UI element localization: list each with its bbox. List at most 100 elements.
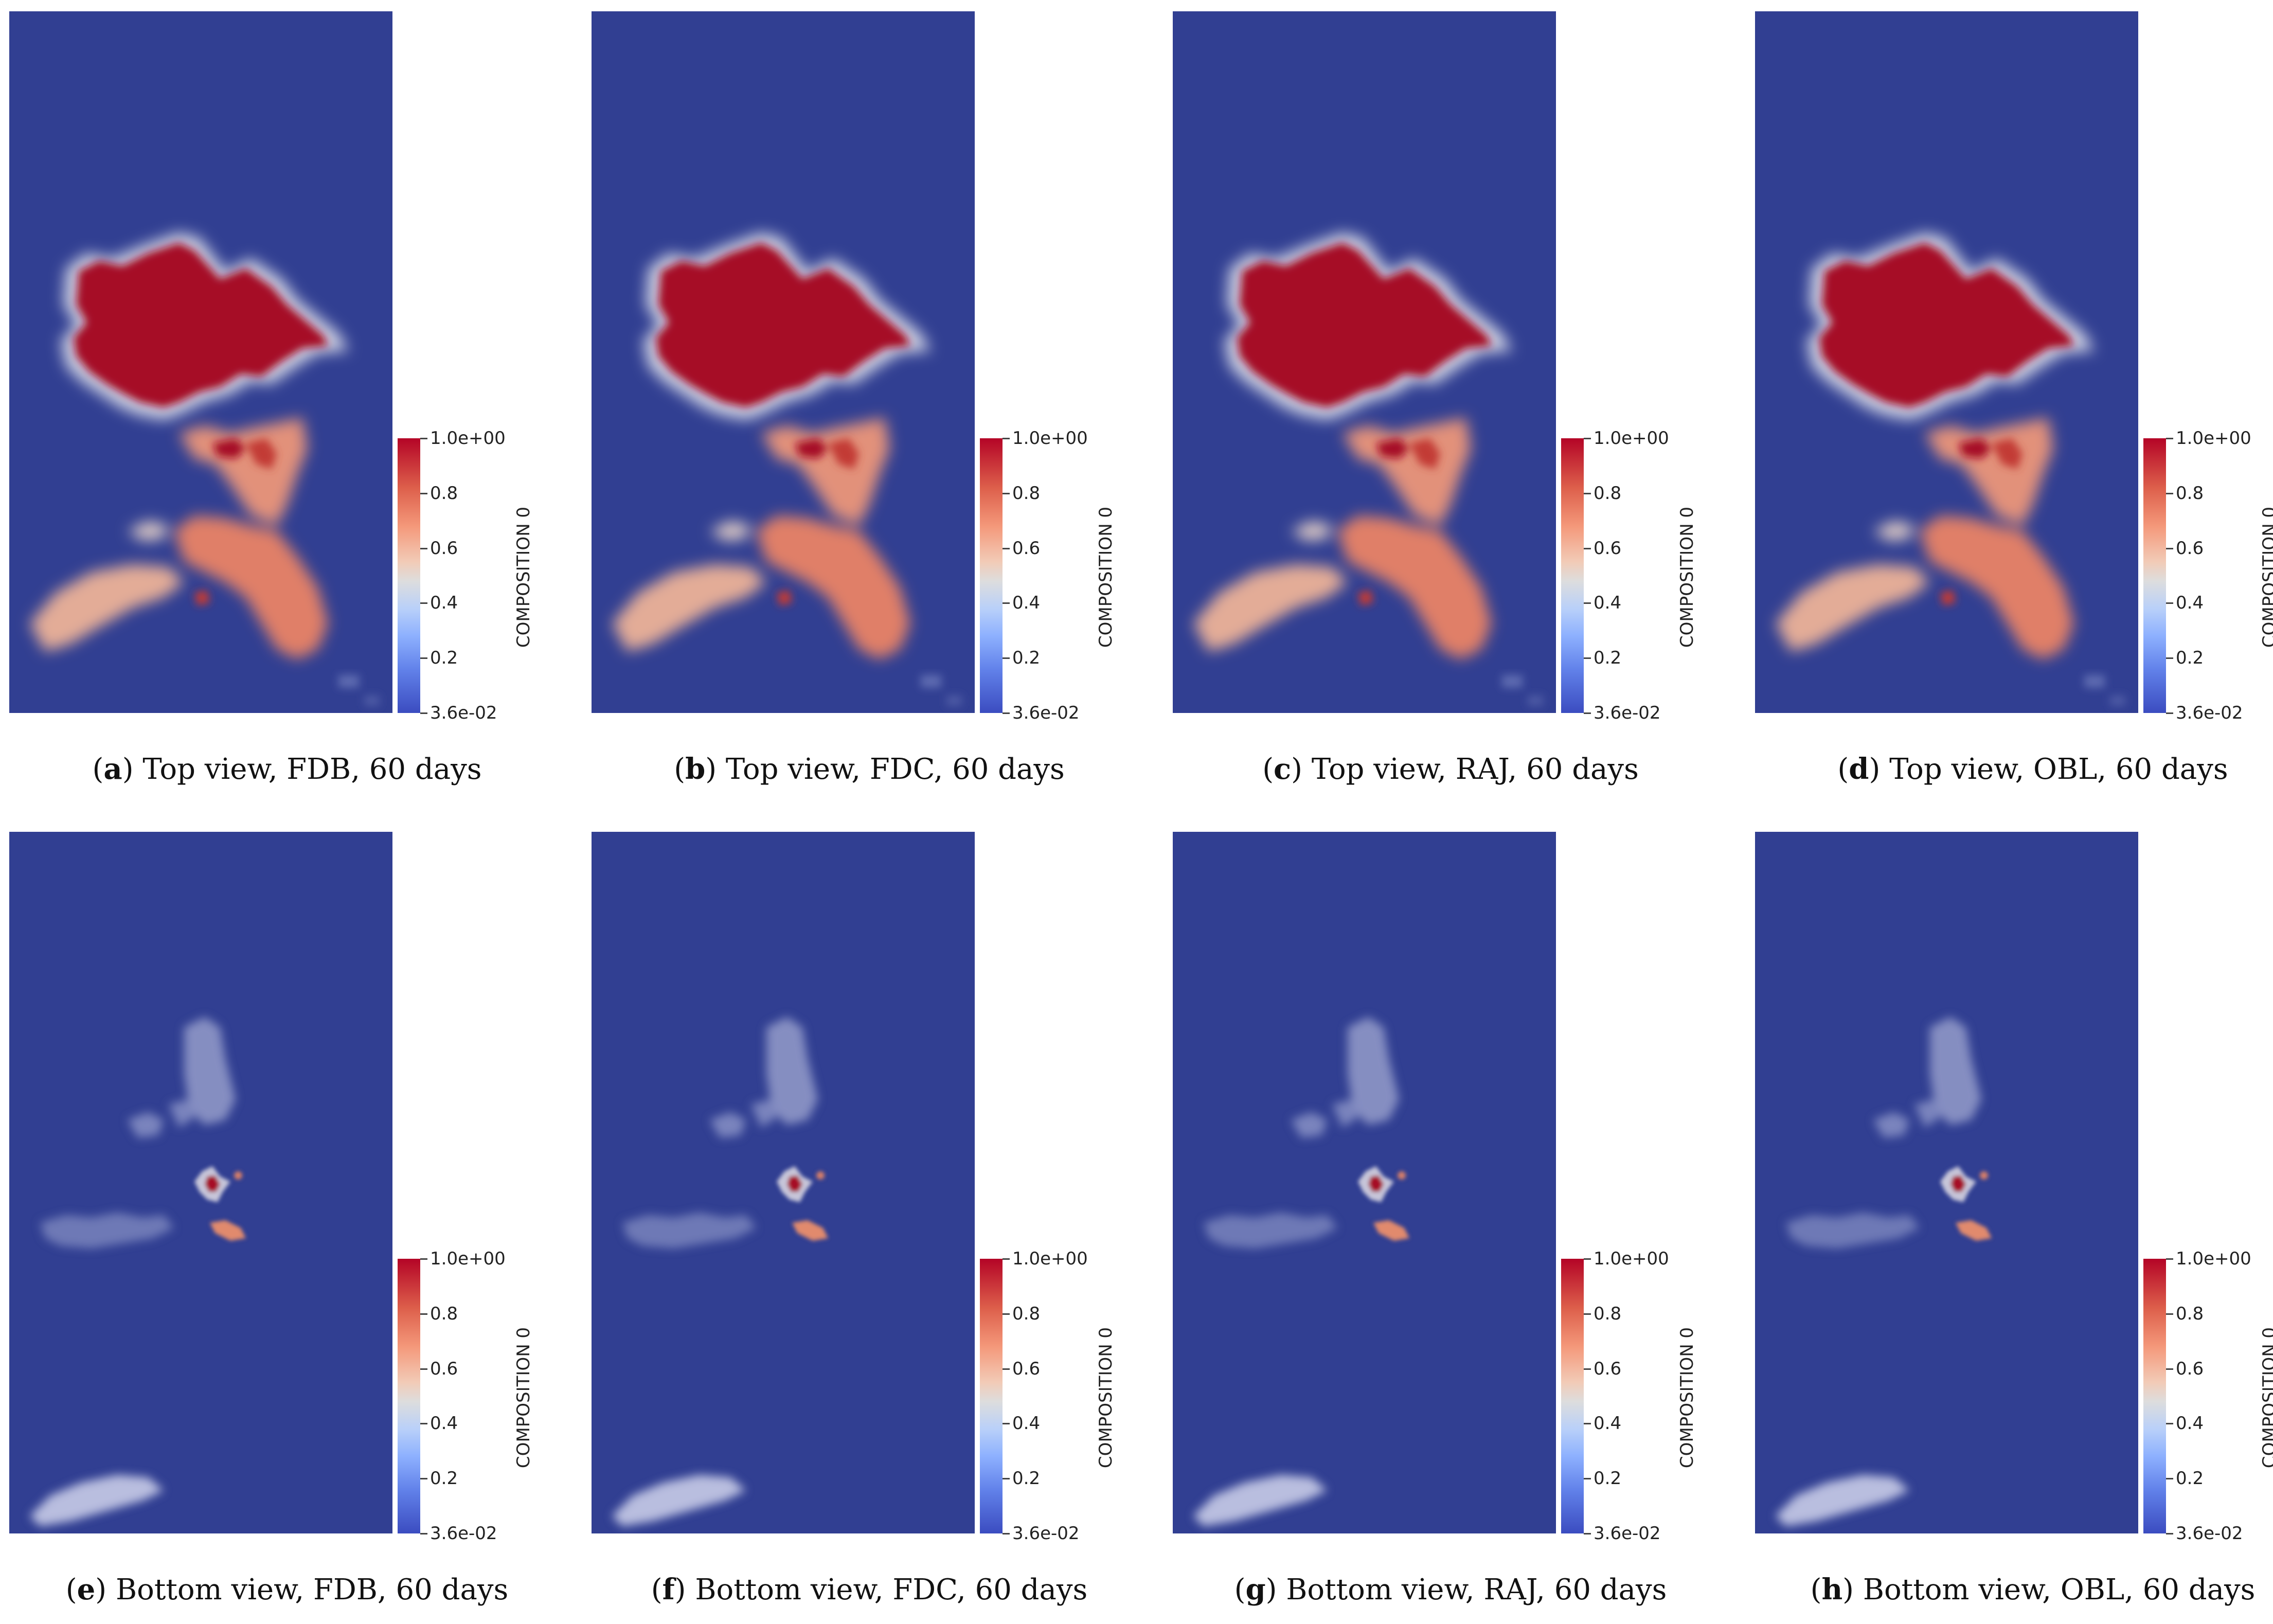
colorbar-tick: [420, 712, 427, 714]
colorbar-tick: [420, 602, 427, 604]
colorbar-tick: [2166, 1423, 2173, 1425]
colorbar-tick: [2166, 657, 2173, 659]
colorbar-tick-label: 0.8: [430, 483, 458, 504]
composition-field-top-view: [592, 11, 975, 713]
colorbar-tick: [1003, 547, 1010, 549]
colorbar-tick: [1003, 1533, 1010, 1534]
colorbar-tick-label: 0.8: [2176, 483, 2204, 504]
colorbar-tick: [2166, 1533, 2173, 1534]
colorbar-tick: [1584, 1368, 1591, 1370]
colorbar-tick-label: 0.2: [2176, 1468, 2204, 1489]
colorbar-tick: [2166, 1258, 2173, 1260]
colorbar-tick-label: 0.8: [1594, 1303, 1622, 1324]
colorbar-tick: [2166, 547, 2173, 549]
colorbar-tick: [1003, 1478, 1010, 1480]
colorbar-tick-label: 0.6: [430, 1358, 458, 1379]
composition-field-top-view: [9, 11, 392, 713]
colorbar-tick: [2166, 1478, 2173, 1480]
composition-field-bottom-view: [9, 832, 392, 1533]
colorbar-tick-label: 0.6: [430, 538, 458, 559]
composition-plume-core: [656, 243, 910, 407]
composition-faint-patches: [1193, 1017, 1399, 1526]
colorbar-tick: [1584, 438, 1591, 439]
colorbar-tick-label: 0.6: [1012, 538, 1041, 559]
subfigure-letter: g: [1245, 1573, 1266, 1607]
colorbar-tick: [1584, 1313, 1591, 1315]
colorbar-tick: [420, 1533, 427, 1534]
composition-faint-patches: [612, 1017, 818, 1526]
colorbar-tick-label: 0.4: [1012, 593, 1041, 614]
colorbar-tick-label: 0.2: [430, 648, 458, 669]
subfigure-caption: (b) Top view, FDC, 60 days: [674, 752, 1065, 786]
colorbar-tick-label: 0.6: [2176, 538, 2204, 559]
composition-plume-core: [1237, 243, 1492, 407]
colorbar-tick-label: 0.2: [2176, 648, 2204, 669]
subfigure-caption-text: Bottom view, FDC, 60 days: [686, 1573, 1088, 1607]
colorbar-tick-label: 1.0e+00: [2176, 428, 2251, 449]
subfigure-letter: h: [1821, 1573, 1843, 1607]
composition-mid-zone: [1776, 418, 2074, 659]
colorbar-tick-label: 0.2: [1012, 648, 1041, 669]
composition-field-bottom-view: [1755, 832, 2138, 1533]
subfigure-letter: a: [103, 752, 122, 786]
colorbar: [1561, 1259, 1584, 1533]
colorbar-tick: [1003, 438, 1010, 439]
colorbar-tick: [420, 547, 427, 549]
composition-field-bottom-view: [1173, 832, 1556, 1533]
subfigure-h: 1.0e+00 0.8 0.6 0.4 0.2 3.6e-02 COMPOSITION 0 (…: [1755, 832, 2273, 1624]
colorbar-tick-label: 0.4: [430, 593, 458, 614]
colorbar-tick: [420, 1313, 427, 1315]
subfigure-a: 1.0e+00 0.8 0.6 0.4 0.2 3.6e-02 COMPOSITION 0 (…: [9, 11, 565, 804]
colorbar: [398, 1259, 420, 1533]
subfigure-c: 1.0e+00 0.8 0.6 0.4 0.2 3.6e-02 COMPOSITION 0 (…: [1173, 11, 1728, 804]
composition-tail: [921, 675, 962, 706]
colorbar-tick-label: 0.2: [1594, 1468, 1622, 1489]
composition-plume-core: [1819, 243, 2074, 407]
subfigure-e: 1.0e+00 0.8 0.6 0.4 0.2 3.6e-02 COMPOSITION 0 (…: [9, 832, 565, 1624]
colorbar-title: COMPOSITION 0: [2259, 507, 2273, 648]
colorbar-tick-label: 1.0e+00: [1012, 428, 1088, 449]
composition-mid-hotspots: [194, 438, 277, 605]
colorbar: [2143, 1259, 2166, 1533]
subfigure-caption: (f) Bottom view, FDC, 60 days: [651, 1573, 1088, 1607]
colorbar: [398, 438, 420, 713]
colorbar-tick: [1584, 602, 1591, 604]
colorbar-tick: [1003, 492, 1010, 494]
colorbar-tick: [1584, 1478, 1591, 1480]
colorbar-tick: [2166, 1313, 2173, 1315]
composition-mid-hotspots: [1358, 438, 1440, 605]
subfigure-f: 1.0e+00 0.8 0.6 0.4 0.2 3.6e-02 COMPOSITION 0 (…: [592, 832, 1147, 1624]
composition-faint-patches: [30, 1017, 236, 1526]
colorbar-tick: [420, 1423, 427, 1425]
colorbar-tick-label: 1.0e+00: [430, 1248, 506, 1269]
composition-tail: [338, 675, 380, 706]
colorbar-tick: [1003, 657, 1010, 659]
colorbar-tick: [1003, 1423, 1010, 1425]
colorbar-tick: [2166, 1368, 2173, 1370]
colorbar-tick-label: 0.4: [1594, 1413, 1622, 1434]
composition-tail: [2084, 675, 2125, 706]
colorbar-tick-label: 0.8: [2176, 1303, 2204, 1324]
composition-field-top-view: [1755, 11, 2138, 713]
colorbar-tick: [420, 657, 427, 659]
colorbar-tick-label: 0.6: [1012, 1358, 1041, 1379]
subfigure-caption-text: Bottom view, RAJ, 60 days: [1277, 1573, 1667, 1607]
colorbar-tick-label: 0.2: [1012, 1468, 1041, 1489]
subfigure-d: 1.0e+00 0.8 0.6 0.4 0.2 3.6e-02 COMPOSITION 0 (…: [1755, 11, 2273, 804]
colorbar-title: COMPOSITION 0: [1096, 506, 1116, 648]
colorbar-tick: [2166, 712, 2173, 714]
subfigure-caption: (d) Top view, OBL, 60 days: [1837, 752, 2228, 786]
colorbar-tick-label: 1.0e+00: [1012, 1248, 1088, 1269]
subfigure-caption: (a) Top view, FDB, 60 days: [92, 752, 482, 786]
composition-plume-core: [74, 243, 328, 407]
subfigure-caption-text: Top view, FDC, 60 days: [717, 753, 1065, 786]
colorbar-tick-label: 0.2: [1594, 648, 1622, 669]
subfigure-b: 1.0e+00 0.8 0.6 0.4 0.2 3.6e-02 COMPOSITION 0 (…: [592, 11, 1147, 804]
colorbar: [980, 1259, 1003, 1533]
composition-mid-zone: [612, 418, 910, 659]
subfigure-letter: e: [77, 1573, 96, 1607]
colorbar-tick-label: 3.6e-02: [1594, 703, 1661, 723]
colorbar-tick: [420, 1478, 427, 1480]
composition-mid-zone: [30, 418, 328, 659]
composition-hotspot-cross: [1940, 1166, 1992, 1241]
